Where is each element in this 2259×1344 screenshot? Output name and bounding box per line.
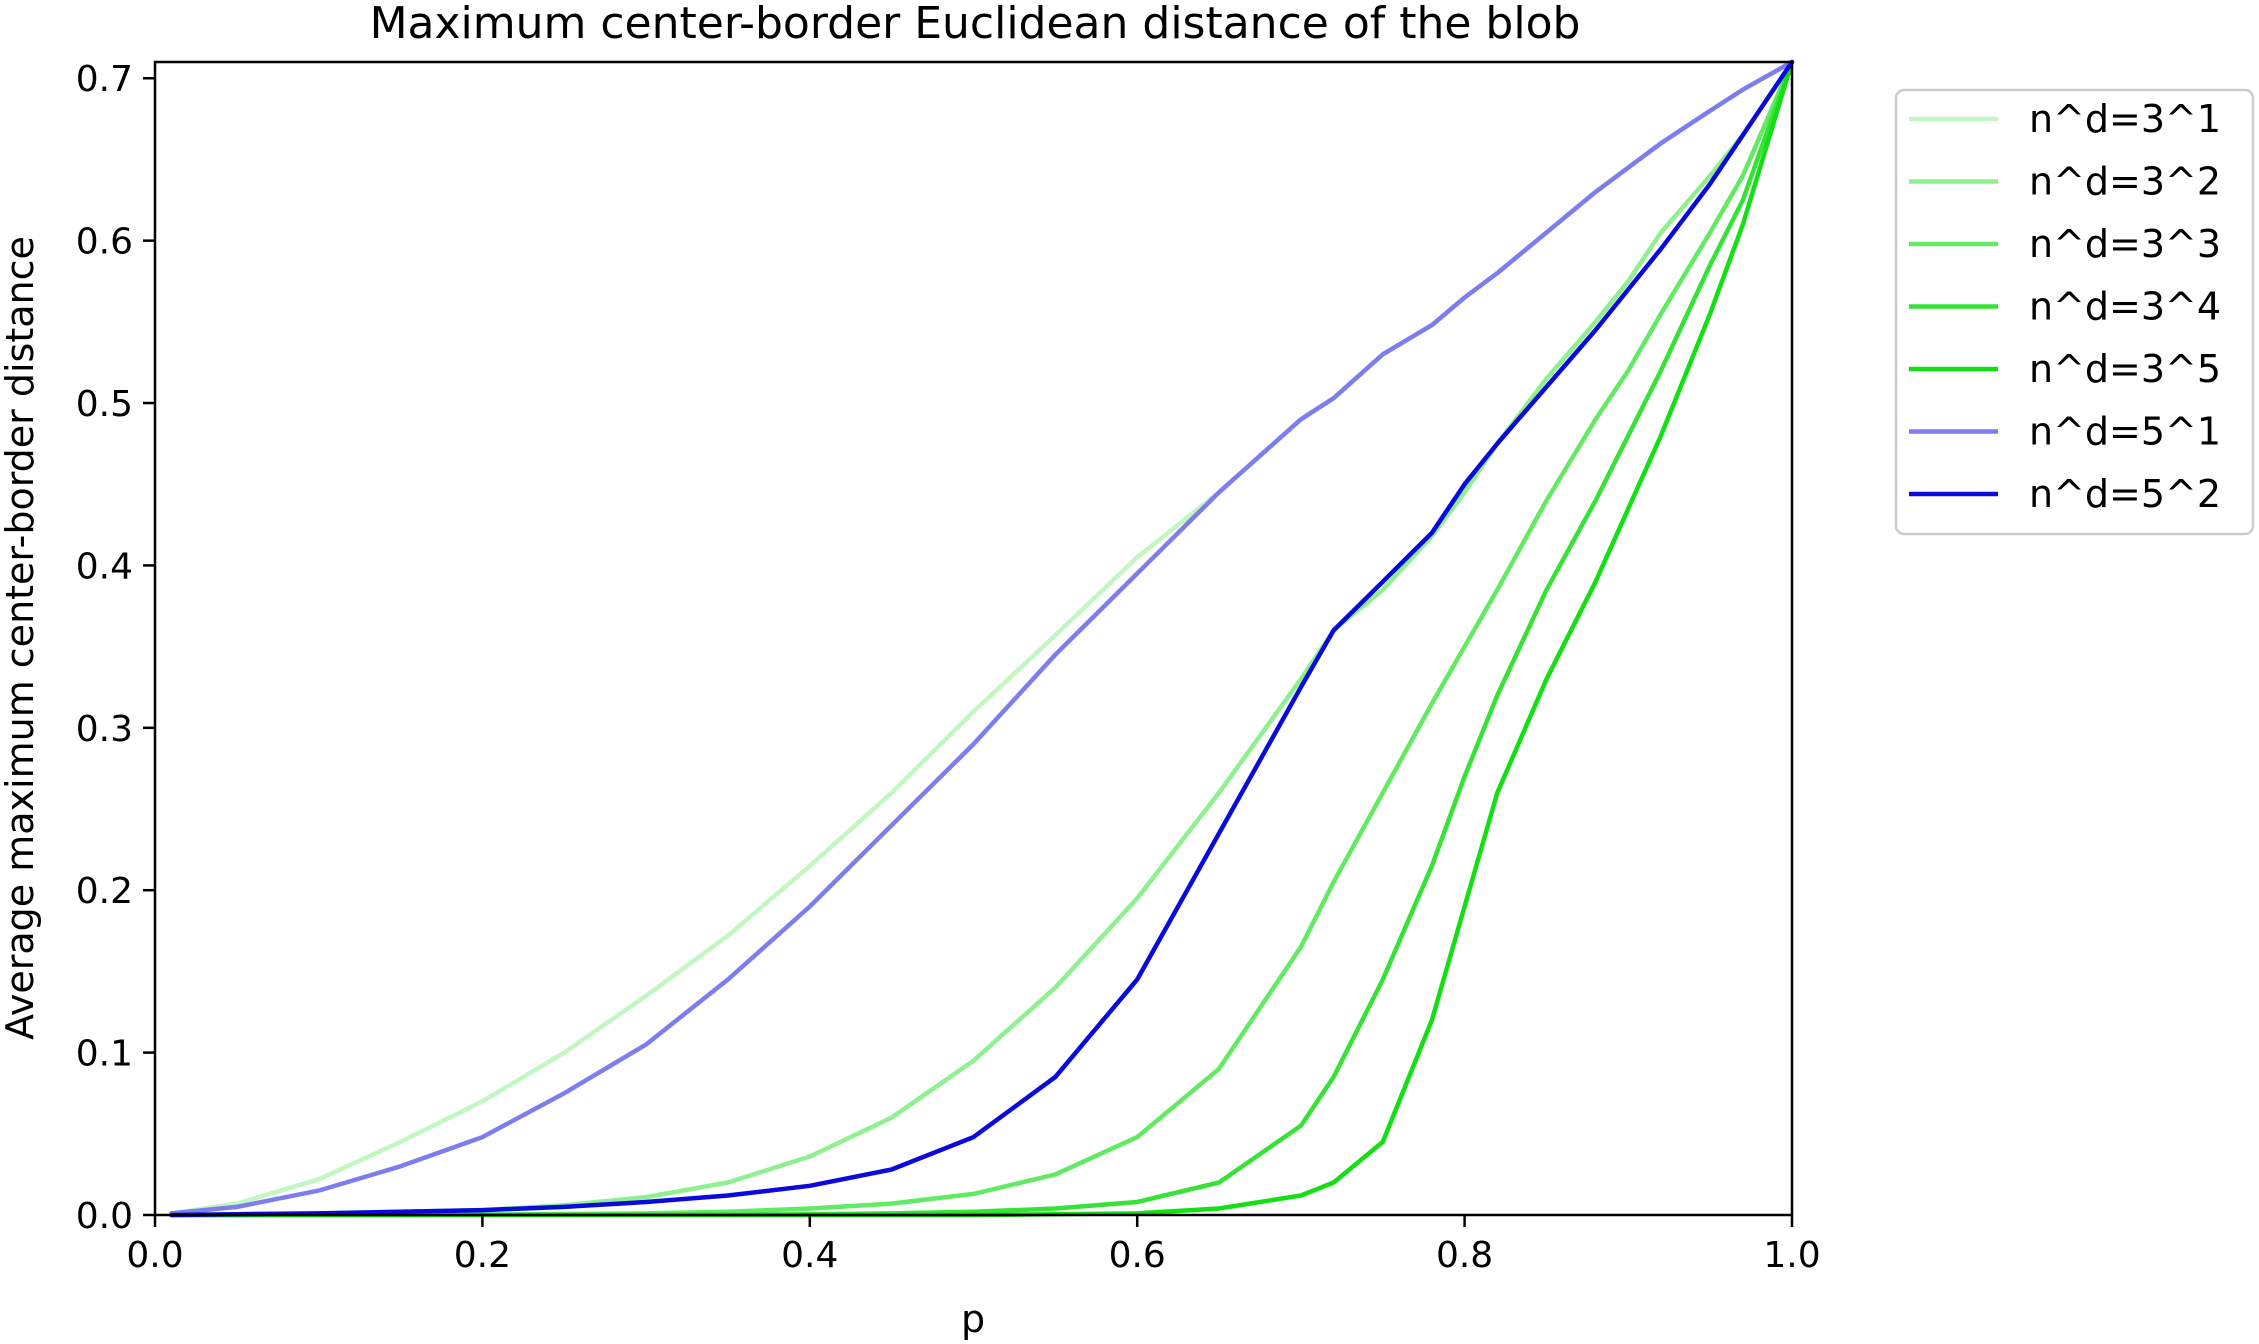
x-tick-label: 1.0 <box>1763 1235 1820 1276</box>
y-tick-label: 0.7 <box>76 59 133 100</box>
y-tick-label: 0.4 <box>76 546 133 587</box>
legend-label: n^d=3^2 <box>2029 160 2221 204</box>
x-tick-label: 0.0 <box>126 1235 183 1276</box>
series-line-6 <box>169 59 1795 1216</box>
legend-label: n^d=3^1 <box>2029 97 2221 141</box>
legend-label: n^d=3^4 <box>2029 285 2221 329</box>
y-tick-label: 0.5 <box>76 384 133 425</box>
x-tick-label: 0.4 <box>781 1235 838 1276</box>
series-lines <box>169 59 1795 1218</box>
legend-label: n^d=5^1 <box>2029 410 2221 454</box>
y-tick-label: 0.6 <box>76 222 133 263</box>
y-tick-label: 0.1 <box>76 1034 133 1075</box>
legend-label: n^d=3^5 <box>2029 347 2221 391</box>
y-tick-label: 0.2 <box>76 871 133 912</box>
chart-title: Maximum center-border Euclidean distance… <box>370 0 1581 49</box>
x-axis-ticks: 0.0 0.2 0.4 0.6 0.8 1.0 <box>126 1215 1821 1276</box>
legend: n^d=3^1 n^d=3^2 n^d=3^3 n^d=3^4 n^d=3^5 n^d=5… <box>1894 88 2255 536</box>
x-tick-label: 0.2 <box>454 1235 511 1276</box>
y-axis-ticks: 0.0 0.1 0.2 0.3 0.4 0.5 0.6 0.7 <box>76 59 155 1237</box>
legend-box <box>1894 88 2255 536</box>
plot-area-frame <box>153 60 1794 1217</box>
y-tick-label: 0.3 <box>76 709 133 750</box>
legend-label: n^d=3^3 <box>2029 222 2221 266</box>
x-axis-label: p <box>961 1297 985 1341</box>
y-tick-label: 0.0 <box>76 1196 133 1237</box>
x-tick-label: 0.6 <box>1109 1235 1166 1276</box>
legend-label: n^d=5^2 <box>2029 472 2221 516</box>
series-line-7 <box>169 59 1795 1218</box>
series-line-5 <box>169 59 1795 1218</box>
x-tick-label: 0.8 <box>1436 1235 1493 1276</box>
series-line-4 <box>169 59 1795 1218</box>
series-line-1 <box>169 59 1795 1216</box>
y-axis-label: Average maximum center-border distance <box>0 236 42 1040</box>
series-line-3 <box>169 59 1795 1218</box>
series-line-2 <box>169 59 1795 1218</box>
